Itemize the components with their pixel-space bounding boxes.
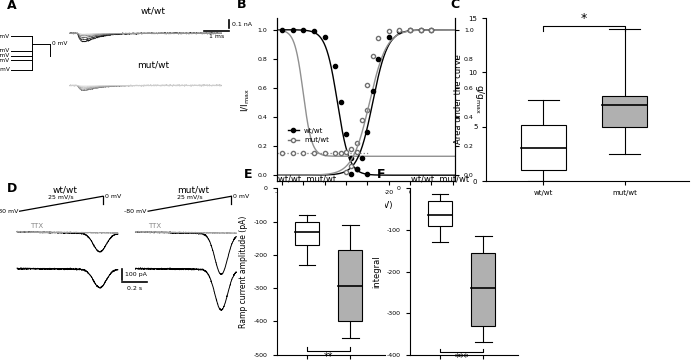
Text: 0 mV: 0 mV [105, 194, 121, 199]
Text: **: ** [324, 352, 333, 362]
Text: 0 mV: 0 mV [52, 41, 67, 46]
Text: -20 mV: -20 mV [0, 48, 10, 53]
Text: *: * [581, 12, 587, 25]
Bar [428, 201, 452, 226]
Text: -100 mV: -100 mV [0, 67, 10, 72]
Bar [295, 222, 318, 245]
Text: 100 pA: 100 pA [125, 272, 147, 277]
Bar [338, 250, 362, 321]
Text: -80 mV: -80 mV [0, 209, 18, 214]
Bar [471, 253, 495, 326]
Text: TTX: TTX [148, 223, 161, 229]
Text: 1 ms: 1 ms [209, 34, 224, 39]
Text: E: E [244, 168, 253, 181]
Text: wt/wt  mut/wt: wt/wt mut/wt [278, 174, 336, 184]
Legend: wt/wt, mut/wt: wt/wt, mut/wt [286, 125, 332, 146]
Y-axis label: I/I$_{\rm max}$: I/I$_{\rm max}$ [239, 88, 252, 111]
Y-axis label: g/g$_{\rm max}$: g/g$_{\rm max}$ [473, 84, 486, 115]
Bar [521, 125, 566, 170]
Text: 25 mV/s: 25 mV/s [177, 194, 202, 199]
Bar [602, 96, 647, 127]
Text: B: B [237, 0, 246, 11]
Text: -60 mV: -60 mV [0, 58, 10, 63]
Text: -40 mV: -40 mV [0, 53, 10, 58]
Text: wt/wt: wt/wt [52, 186, 78, 195]
Text: A: A [7, 0, 17, 12]
Text: ***: *** [454, 353, 469, 362]
Text: F: F [377, 168, 386, 181]
Y-axis label: Ramp current amplitude (pA): Ramp current amplitude (pA) [239, 215, 248, 328]
Text: D: D [7, 182, 18, 195]
Text: 0.1 nA: 0.1 nA [232, 22, 252, 27]
Text: 0.2 s: 0.2 s [127, 286, 142, 291]
Text: 25 mV/s: 25 mV/s [48, 194, 74, 199]
Text: mut/wt: mut/wt [137, 60, 169, 69]
Text: +20 mV: +20 mV [0, 34, 10, 39]
Y-axis label: integral: integral [372, 255, 381, 288]
Text: 0 mV: 0 mV [233, 194, 249, 199]
Text: wt/wt  mut/wt: wt/wt mut/wt [411, 174, 469, 184]
Y-axis label: Area under the curve: Area under the curve [454, 55, 463, 144]
X-axis label: voltage (mV): voltage (mV) [339, 201, 393, 210]
Text: C: C [450, 0, 459, 11]
Text: -80 mV: -80 mV [125, 209, 147, 214]
Text: TTX: TTX [29, 223, 43, 229]
Text: wt/wt: wt/wt [141, 6, 166, 15]
Text: mut/wt: mut/wt [177, 186, 209, 195]
